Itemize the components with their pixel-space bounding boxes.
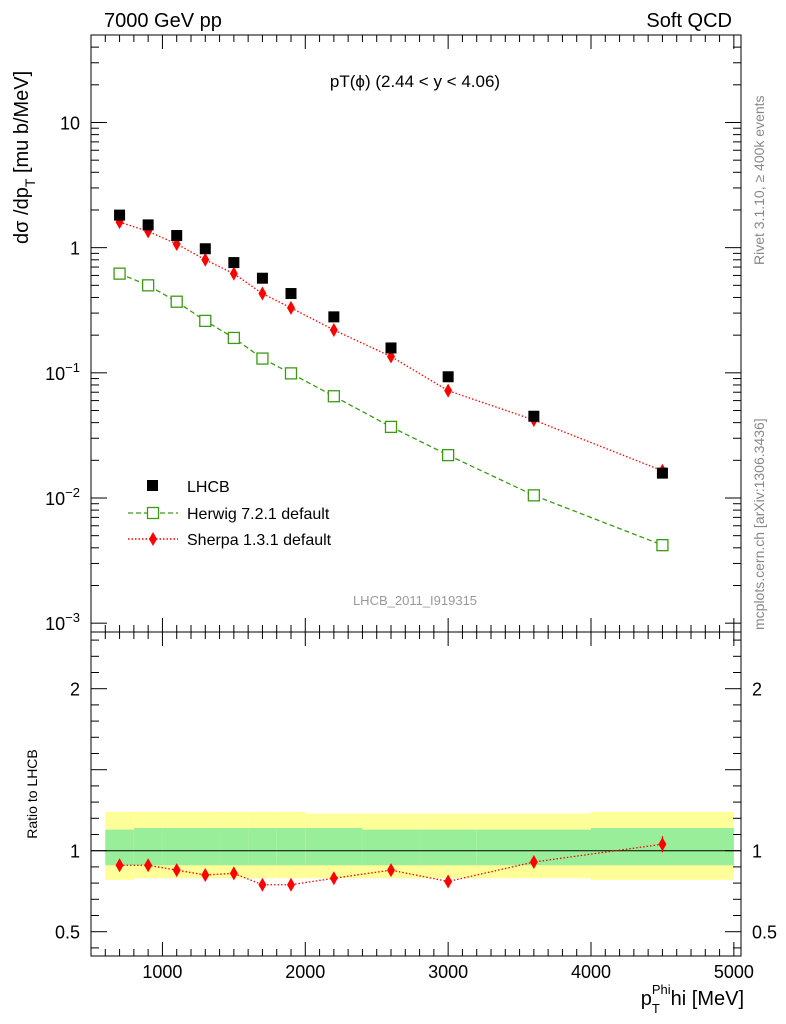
legend-label-herwig: Herwig 7.2.1 default xyxy=(187,506,330,523)
ratio-sherpa-point xyxy=(529,855,538,870)
herwig-point xyxy=(384,420,398,434)
band-inner xyxy=(362,829,420,866)
main-y-axis-label: dσ /dpT [mu b/MeV] xyxy=(11,71,38,244)
band-inner xyxy=(305,828,363,866)
ratio-y-tick-label-right: 1 xyxy=(752,842,762,862)
band-inner xyxy=(276,828,306,866)
ratio-plot-frame xyxy=(90,631,742,957)
ratio-sherpa-point xyxy=(387,863,395,878)
axes-ticks: 1000 2000 3000 4000 5000 10−3 10−2 10−1 1 10 0.5 0.… xyxy=(45,34,777,982)
ratio-y-tick-label: 1 xyxy=(70,842,80,862)
herwig-line xyxy=(119,273,663,546)
herwig-point xyxy=(284,367,298,380)
band-inner xyxy=(191,828,220,866)
lhcb-point xyxy=(171,230,183,242)
ratio-y-tick-label-right: 2 xyxy=(752,680,762,700)
analysis-watermark: LHCB_2011_I919315 xyxy=(353,593,477,608)
sherpa-point xyxy=(258,286,267,301)
x-tick-label: 1000 xyxy=(142,962,182,982)
band-inner xyxy=(419,829,477,866)
header-left: 7000 GeV pp xyxy=(104,10,222,32)
ratio-y-axis-label: Ratio to LHCB xyxy=(24,749,40,838)
sherpa-line xyxy=(119,221,663,472)
lhcb-point xyxy=(228,257,240,269)
lhcb-point xyxy=(656,467,668,479)
ratio-sherpa-point xyxy=(444,874,453,889)
y-tick-label: 10−1 xyxy=(45,360,80,384)
legend-marker-sherpa xyxy=(149,532,157,546)
herwig-point xyxy=(327,390,341,403)
legend: LHCB Herwig 7.2.1 default Sherpa 1.3.1 d… xyxy=(128,479,332,549)
sherpa-point xyxy=(287,300,295,315)
band-inner xyxy=(219,828,249,866)
main-plot-title: pT(ϕ) (2.44 < y < 4.06) xyxy=(330,72,500,91)
ratio-sherpa-point xyxy=(229,866,238,881)
sherpa-point xyxy=(201,252,210,267)
herwig-point xyxy=(527,489,541,502)
band-inner xyxy=(162,828,191,866)
herwig-point xyxy=(227,331,241,345)
sherpa-point xyxy=(229,266,238,281)
ratio-sherpa-point xyxy=(329,871,338,886)
lhcb-point xyxy=(442,371,454,383)
lhcb-point xyxy=(328,311,340,323)
y-tick-label: 10−2 xyxy=(45,485,80,509)
legend-marker-lhcb xyxy=(147,480,158,491)
lhcb-point xyxy=(256,272,268,284)
ratio-sherpa-point xyxy=(258,877,267,892)
sherpa-point xyxy=(329,322,338,337)
x-axis-label: pTPhihi [MeV] xyxy=(641,982,744,1016)
sherpa-point xyxy=(444,383,453,398)
lhcb-point xyxy=(142,219,154,231)
x-tick-label: 5000 xyxy=(714,962,754,982)
legend-label-sherpa: Sherpa 1.3.1 default xyxy=(187,532,332,549)
lhcb-point xyxy=(114,209,126,221)
ratio-sherpa-point xyxy=(115,858,124,873)
header-right: Soft QCD xyxy=(646,10,732,32)
ratio-sherpa-point xyxy=(287,877,295,892)
y-tick-label: 10−3 xyxy=(45,610,80,634)
ratio-sherpa-line xyxy=(119,843,663,886)
lhcb-point xyxy=(385,342,397,354)
main-plot-curves xyxy=(113,209,669,552)
ratio-sherpa-point xyxy=(172,863,181,878)
x-tick-label: 4000 xyxy=(571,962,611,982)
ratio-plot-curves xyxy=(115,836,667,892)
legend-marker-herwig xyxy=(146,506,160,520)
band-inner xyxy=(248,828,277,866)
herwig-point xyxy=(170,295,183,308)
mcplots-label: mcplots.cern.ch [arXiv:1306.3436] xyxy=(751,418,767,630)
x-tick-label: 2000 xyxy=(285,962,325,982)
ratio-y-tick-label: 2 xyxy=(70,680,80,700)
ratio-y-tick-label-right: 0.5 xyxy=(752,923,777,943)
ratio-sherpa-point xyxy=(201,868,210,882)
lhcb-point xyxy=(199,243,211,255)
y-tick-label: 1 xyxy=(70,239,80,259)
ratio-sherpa-point xyxy=(658,837,667,852)
herwig-point xyxy=(256,352,269,365)
herwig-point xyxy=(141,279,155,292)
rivet-label: Rivet 3.1.10, ≥ 400k events xyxy=(751,95,767,265)
ratio-y-tick-label: 0.5 xyxy=(55,923,80,943)
y-tick-label: 10 xyxy=(60,113,80,133)
lhcb-point xyxy=(528,410,540,422)
x-tick-label: 3000 xyxy=(428,962,468,982)
herwig-point xyxy=(441,448,455,462)
ratio-sherpa-point xyxy=(144,858,153,873)
lhcb-point xyxy=(285,288,297,300)
herwig-point xyxy=(199,314,212,328)
legend-label-lhcb: LHCB xyxy=(187,479,230,496)
ratio-uncertainty-bands xyxy=(105,811,734,880)
herwig-point xyxy=(656,539,669,552)
herwig-point xyxy=(113,267,126,280)
